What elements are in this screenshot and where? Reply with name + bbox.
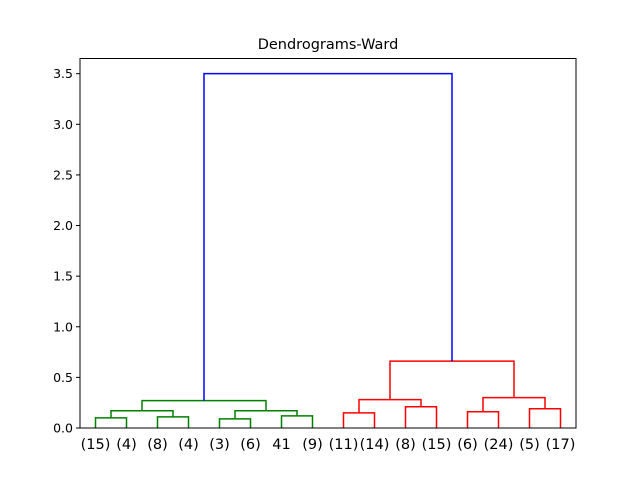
dendrogram-link [203,72,453,401]
leaf-label: 41 [272,437,290,453]
dendrogram-link [94,417,128,428]
leaf-label: (11) [329,437,359,453]
y-axis: 0.0 0.5 1.0 1.5 2.0 2.5 3.0 3.5 [53,66,80,436]
leaf-label: (8) [147,437,168,453]
leaf-label: (15) [81,437,111,453]
y-tick-label: 0.0 [53,421,73,436]
leaf-label: (15) [422,437,452,453]
leaf-label: (5) [519,437,540,453]
y-tick-label: 1.0 [53,319,73,334]
leaf-label: (6) [457,437,478,453]
leaf-label: (14) [360,437,390,453]
dendrogram-link [528,408,562,428]
x-axis: (15) (4) (8) (4) (3) (6) 41 (9) (11) (14) (8) (15) (… [81,437,576,453]
leaf-label: (24) [484,437,514,453]
dendrogram-link [358,398,422,413]
y-tick-label: 3.0 [53,117,73,132]
leaf-label: (3) [209,437,230,453]
leaf-label: (6) [240,437,261,453]
y-tick-label: 0.5 [53,370,73,385]
y-tick-label: 2.5 [53,167,73,182]
leaf-label: (17) [546,437,576,453]
y-tick-label: 1.5 [53,269,73,284]
plot-frame [79,58,577,429]
y-tick-label: 2.0 [53,218,73,233]
y-tick-label: 3.5 [53,66,73,81]
leaf-label: (4) [116,437,137,453]
dendrogram-link [466,411,500,428]
leaf-label: (9) [302,437,323,453]
dendrogram-links [94,72,562,428]
chart-title: Dendrograms-Ward [258,37,399,53]
leaf-label: (8) [395,437,416,453]
leaf-label: (4) [178,437,199,453]
